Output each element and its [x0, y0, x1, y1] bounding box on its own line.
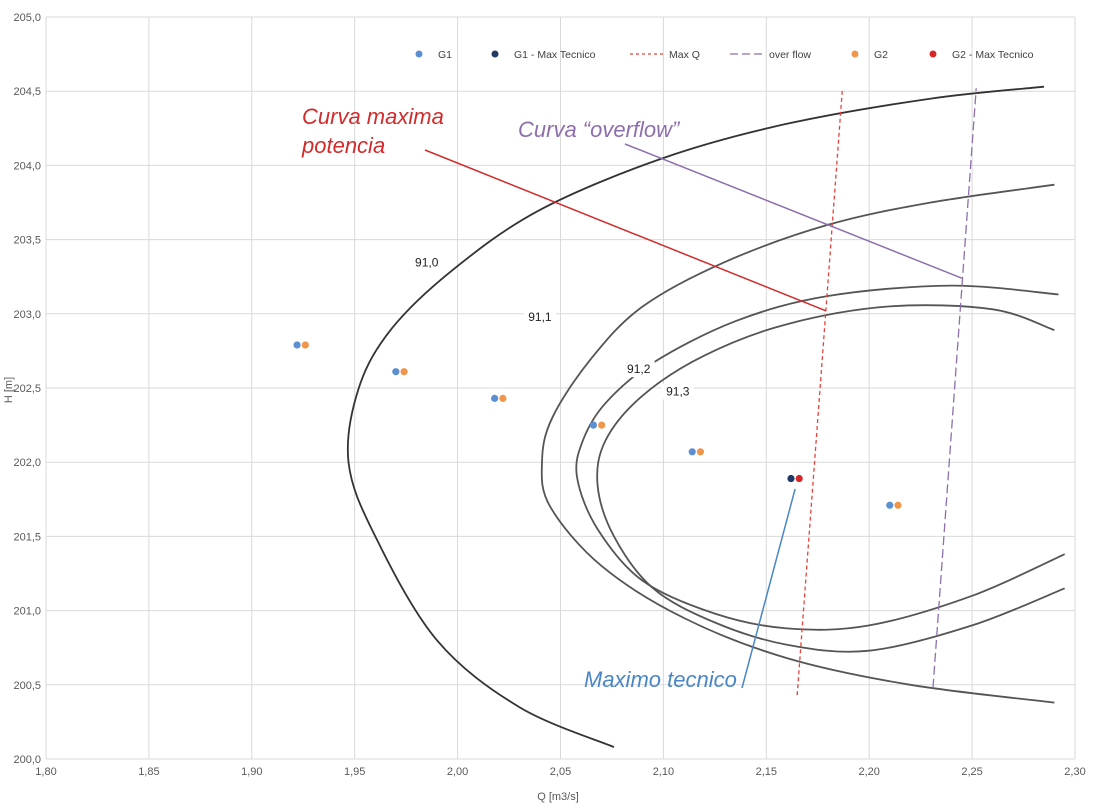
legend-marker [415, 50, 423, 58]
legend-marker [851, 50, 859, 58]
y-tick-label: 203,0 [13, 309, 41, 321]
contour-label-bg [410, 254, 443, 271]
y-tick-label: 204,5 [13, 86, 41, 98]
contour-lines: 91,0 91,1 91,2 91,3 [346, 85, 1066, 748]
y-tick-label: 201,5 [13, 531, 41, 543]
contour-label: 91,2 [627, 362, 651, 376]
data-point [696, 448, 705, 456]
y-tick-label: 200,5 [13, 680, 41, 692]
legend-label: G2 - Max Tecnico [952, 49, 1034, 61]
x-tick-label: 1,95 [344, 766, 365, 778]
annotation-text: Maximo tecnico [584, 667, 737, 692]
data-point [894, 501, 902, 509]
annotations: Curva maxima potencia Curva “overflow” Maxi… [301, 104, 963, 692]
x-tick-label: 1,80 [35, 766, 56, 778]
data-point [301, 341, 309, 349]
contour-line [596, 304, 1066, 653]
data-point [392, 368, 400, 376]
legend-label: Max Q [669, 49, 700, 61]
data-point [491, 394, 499, 402]
legend-label: G1 - Max Tecnico [514, 49, 596, 61]
y-tick-label: 203,5 [13, 235, 41, 247]
contour-label-bg [622, 361, 655, 378]
legend-marker [491, 50, 499, 58]
data-point [795, 474, 803, 483]
data-point [589, 421, 598, 429]
y-tick-label: 205,0 [13, 12, 41, 24]
y-tick-label: 200,0 [13, 754, 41, 766]
x-tick-label: 2,20 [858, 766, 879, 778]
data-point [598, 421, 606, 429]
contour-label-bg [523, 309, 556, 326]
data-point [886, 501, 894, 509]
legend-label: G1 [438, 49, 452, 61]
data-point [787, 474, 795, 483]
reference-lines [796, 88, 977, 696]
legend-label: over flow [769, 49, 811, 61]
contour-label: 91,0 [415, 255, 439, 269]
x-tick-label: 2,25 [961, 766, 982, 778]
contour-line [575, 284, 1066, 631]
data-point [293, 341, 301, 349]
contour-line [540, 183, 1055, 704]
contour-label: 91,3 [666, 384, 690, 398]
y-axis-title: H [m] [3, 377, 15, 403]
annotation-text: potencia [301, 133, 385, 158]
y-tick-label: 204,0 [13, 160, 41, 172]
x-tick-label: 2,30 [1064, 766, 1085, 778]
contour-line [346, 85, 1045, 748]
data-points [293, 341, 902, 509]
y-tick-label: 202,5 [13, 383, 41, 395]
y-tick-label: 202,0 [13, 457, 41, 469]
annotation-pointer [624, 143, 963, 279]
contour-label: 91,1 [528, 310, 552, 324]
data-point [499, 394, 507, 402]
legend-label: G2 [874, 49, 888, 61]
data-point [688, 448, 696, 456]
annotation-text: Curva maxima [302, 104, 444, 129]
annotation-pointer [741, 488, 796, 689]
annotation-text: Curva “overflow” [518, 117, 681, 142]
contour-label-bg [661, 383, 694, 400]
axis-ticks: 1,80 1,85 1,90 1,95 2,00 2,05 2,10 2,15 2,20 2,25… [13, 12, 1085, 778]
x-tick-label: 2,10 [653, 766, 674, 778]
legend-marker [929, 50, 937, 58]
data-point [400, 368, 408, 376]
x-tick-label: 2,00 [447, 766, 468, 778]
legend: G1 G1 - Max Tecnico Max Q over flow G2 G2 - M… [415, 49, 1034, 61]
x-tick-label: 2,15 [756, 766, 777, 778]
grid [45, 16, 1076, 760]
reference-line [796, 88, 844, 696]
annotation-pointer [424, 149, 827, 312]
x-axis-title: Q [m3/s] [537, 791, 579, 803]
x-tick-label: 1,90 [241, 766, 262, 778]
x-tick-label: 1,85 [138, 766, 159, 778]
y-tick-label: 201,0 [13, 606, 41, 618]
x-tick-label: 2,05 [550, 766, 571, 778]
reference-line [932, 88, 977, 688]
